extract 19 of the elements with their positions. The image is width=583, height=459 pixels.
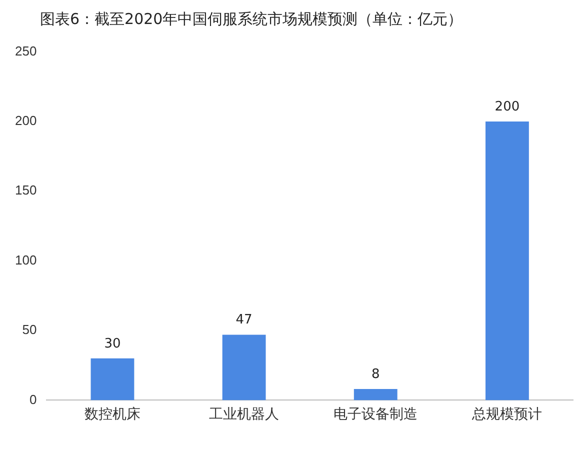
y-tick-label: 250: [14, 43, 37, 58]
bar: [486, 121, 529, 400]
bar: [90, 358, 134, 400]
data-label: 47: [236, 312, 252, 328]
y-tick-label: 100: [14, 252, 37, 268]
x-tick-label: 总规模预计: [471, 405, 542, 422]
bar: [222, 334, 266, 400]
data-label: 200: [494, 99, 520, 114]
y-tick-label: 200: [14, 113, 37, 128]
chart-title: 图表6：截至2020年中国伺服系统市场规模预测（单位：亿元）: [40, 10, 463, 29]
x-tick-label: 数控机床: [84, 405, 140, 422]
x-tick-label: 工业机器人: [209, 405, 280, 422]
y-tick-label: 150: [14, 182, 37, 198]
data-label: 30: [104, 336, 121, 352]
y-tick-label: 0: [29, 392, 37, 407]
data-label: 8: [371, 366, 380, 382]
bar: [354, 389, 398, 400]
x-tick-label: 电子设备制造: [334, 405, 418, 422]
y-tick-label: 50: [22, 322, 37, 338]
